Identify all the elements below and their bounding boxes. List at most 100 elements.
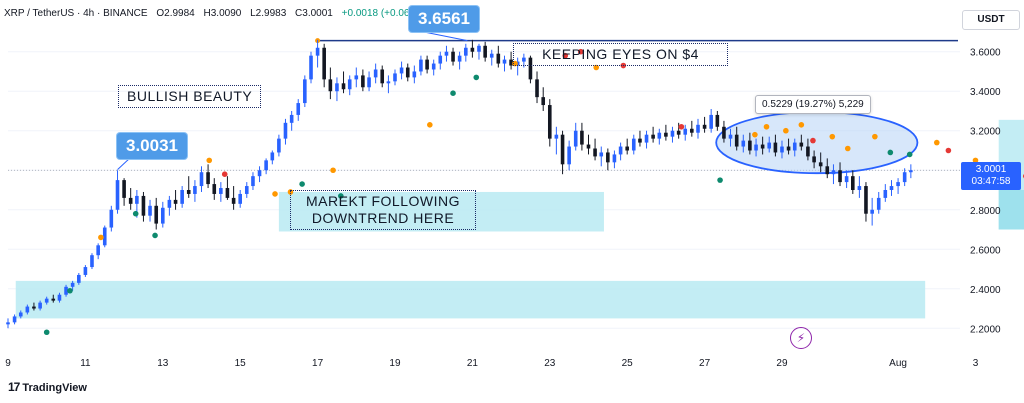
signal-dot-orange	[829, 133, 836, 140]
candle	[715, 110, 720, 131]
candle-body	[419, 59, 423, 72]
candle	[186, 176, 191, 198]
candle-body	[715, 114, 720, 127]
candle	[148, 199, 152, 222]
candle-body	[631, 138, 636, 151]
price-axis[interactable]: 3.60003.40003.20003.00002.80002.60002.40…	[970, 48, 1001, 336]
candle-body	[70, 282, 75, 287]
label-bullish-beauty[interactable]: BULLISH BEAUTY	[118, 85, 262, 108]
candle	[464, 43, 468, 62]
signal-dot-orange	[593, 64, 600, 71]
candle	[876, 191, 881, 214]
candle	[322, 43, 326, 88]
candle-body	[896, 182, 900, 187]
label-keeping-eyes[interactable]: KEEPING EYES ON $4	[513, 43, 728, 66]
candle	[489, 49, 494, 66]
candle-body	[289, 114, 294, 123]
candle-body	[444, 51, 449, 56]
candle-body	[728, 134, 733, 139]
candle-body	[496, 53, 501, 64]
consolidation-ellipse[interactable]	[715, 111, 919, 175]
candle	[528, 55, 533, 84]
candle-body	[560, 134, 565, 165]
candle-body	[535, 79, 539, 98]
candle	[831, 164, 836, 185]
candle	[44, 296, 49, 305]
candle-body	[244, 186, 249, 194]
candle-body	[380, 69, 385, 84]
candle	[477, 43, 481, 60]
ohlc-open: O2.9984	[156, 8, 195, 19]
candle-body	[722, 126, 726, 139]
candle-body	[464, 47, 468, 56]
callout-low-peak[interactable]: 3.0031	[117, 133, 187, 159]
time-axis[interactable]: 911131517192123252729Aug3579	[5, 358, 1024, 369]
callout-high-peak[interactable]: 3.6561	[409, 6, 479, 32]
candle-body	[167, 199, 172, 208]
candle-body	[457, 55, 462, 62]
y-tick-label: 2.6000	[970, 245, 1001, 256]
candle	[670, 126, 675, 143]
candle-body	[554, 134, 559, 139]
candle-body	[676, 130, 681, 135]
candle-body	[792, 142, 797, 151]
candle-body	[257, 170, 262, 177]
signal-dot-green	[43, 329, 50, 336]
candle	[818, 152, 823, 173]
candle-body	[889, 186, 894, 190]
candle	[599, 146, 604, 167]
candle	[347, 75, 352, 96]
tradingview-logo[interactable]: 17 TradingView	[8, 380, 87, 394]
lightning-icon[interactable]: ⚡	[790, 327, 812, 349]
candle-body	[754, 144, 758, 151]
candle-body	[573, 130, 578, 147]
x-tick-label: 17	[312, 358, 324, 369]
candle-body	[51, 298, 56, 301]
candle-body	[90, 255, 94, 268]
candle-body	[477, 45, 481, 52]
candle-body	[399, 67, 404, 74]
candle-body	[625, 146, 629, 151]
candle	[651, 126, 655, 143]
candle	[696, 118, 700, 139]
candle	[70, 280, 75, 291]
currency-label[interactable]: USDT	[962, 10, 1020, 30]
candle	[483, 41, 487, 62]
signal-dot-orange	[206, 157, 213, 164]
candle-body	[690, 128, 694, 133]
y-tick-label: 2.4000	[970, 285, 1001, 296]
candle	[709, 109, 713, 133]
candles-series	[6, 39, 913, 329]
candle-body	[599, 152, 604, 157]
candle	[451, 47, 455, 66]
candle	[373, 63, 378, 84]
candle	[225, 176, 230, 200]
candle	[618, 142, 623, 161]
candle	[77, 272, 81, 285]
candle-body	[683, 128, 688, 135]
signal-dot-orange	[752, 131, 758, 138]
candle	[722, 120, 726, 143]
candle-body	[141, 195, 146, 216]
candle-body	[883, 190, 888, 198]
candle	[18, 310, 23, 319]
candle-body	[580, 130, 584, 145]
candle-body	[451, 51, 455, 62]
candle	[780, 140, 784, 159]
candle	[212, 178, 217, 200]
candle	[612, 150, 617, 169]
candle	[64, 284, 68, 297]
signal-dot-red	[945, 147, 952, 154]
candle-body	[18, 312, 23, 317]
y-tick-label: 3.4000	[970, 87, 1001, 98]
candle-body	[773, 142, 778, 153]
signal-dot-orange	[98, 234, 104, 241]
label-downtrend[interactable]: MAREKT FOLLOWING DOWNTREND HERE	[290, 190, 476, 230]
candle	[773, 134, 778, 157]
measure-rect-inner	[998, 190, 1024, 230]
candle-body	[277, 138, 281, 153]
candle-body	[644, 134, 649, 143]
symbol-name[interactable]: XRP / TetherUS · 4h · BINANCE	[4, 8, 148, 19]
candle-body	[528, 57, 533, 80]
